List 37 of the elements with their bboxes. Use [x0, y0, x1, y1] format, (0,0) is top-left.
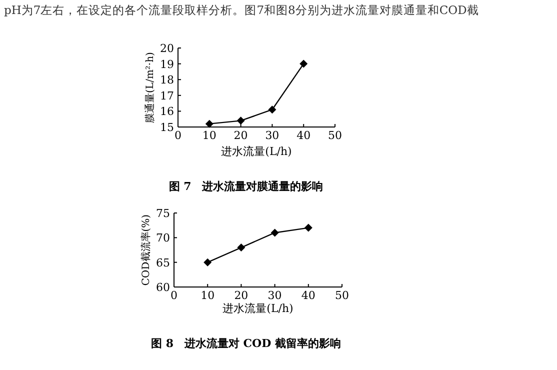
x-tick-label: 20	[234, 129, 248, 142]
x-tick-label: 50	[335, 289, 349, 302]
text: 图 7 进水流量对膜通量的影响	[168, 180, 324, 193]
y-tick-label: 19	[160, 58, 174, 71]
y-tick-label: 20	[160, 42, 174, 55]
y-tick-label: 17	[160, 89, 174, 102]
text: pH为7左右，在设定的各个流量段取样分析。图7和图8分别为进水流量对膜通量和COD截	[4, 3, 479, 17]
x-tick-label: 20	[234, 289, 248, 302]
x-tick-label: 10	[200, 289, 215, 302]
point	[204, 258, 212, 266]
text: 图 8 进水流量对 COD 截留率的影响	[150, 337, 342, 350]
y-tick-label: 75	[156, 207, 170, 220]
point	[270, 228, 279, 237]
x-tick-label: 40	[296, 129, 311, 142]
point	[300, 60, 308, 68]
x-axis-title: 进水流量(L/h)	[222, 302, 294, 315]
y-tick-label: 65	[156, 256, 170, 270]
x-axis-title: 进水流量(L/h)	[221, 145, 292, 158]
y-tick-label: 70	[156, 232, 170, 245]
y-tick-label: 15	[160, 121, 174, 134]
x-tick-label: 10	[202, 129, 216, 142]
y-axis-title: COD截流率(%)	[140, 214, 152, 286]
y-tick-label: 60	[156, 281, 170, 294]
x-tick-label: 50	[328, 129, 342, 142]
point	[205, 120, 214, 128]
point	[236, 116, 245, 125]
point	[268, 106, 276, 114]
point	[237, 244, 246, 252]
y-tick-label: 18	[160, 74, 174, 87]
x-tick-label: 0	[170, 289, 178, 302]
x-tick-label: 0	[174, 129, 182, 142]
x-tick-label: 30	[268, 289, 282, 302]
point	[304, 224, 312, 232]
y-tick-label: 16	[160, 105, 174, 118]
y-axis-title: 膜通量(L/m²·h)	[144, 52, 156, 123]
x-tick-label: 40	[301, 289, 316, 302]
x-tick-label: 30	[265, 129, 280, 142]
